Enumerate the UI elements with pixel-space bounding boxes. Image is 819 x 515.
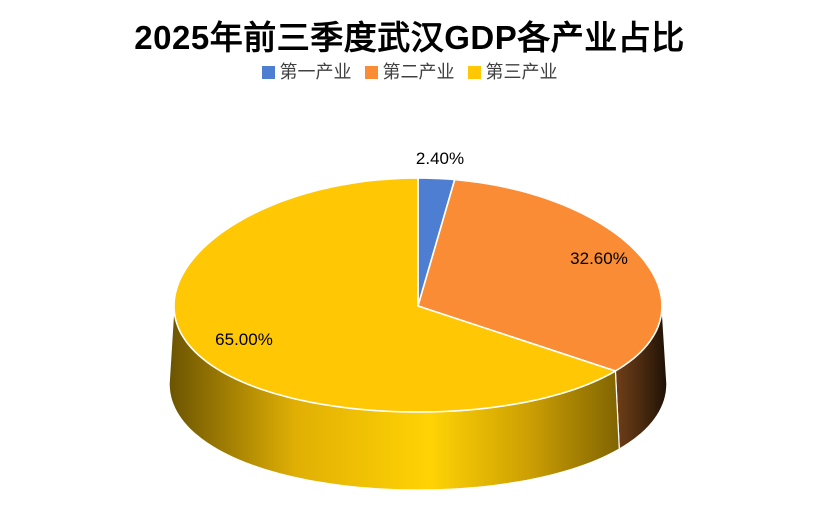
legend-item-tertiary-industry: 第三产业 bbox=[467, 62, 558, 82]
pie-slice-secondary-industry bbox=[417, 178, 663, 372]
legend-item-primary-industry: 第一产业 bbox=[261, 62, 352, 82]
data-label-secondary-industry: 32.60% bbox=[570, 249, 628, 268]
legend: 第一产业 第二产业 第三产业 bbox=[0, 63, 819, 81]
legend-label-tertiary-industry: 第三产业 bbox=[485, 62, 558, 82]
chart-title: 2025年前三季度武汉GDP各产业占比 bbox=[134, 19, 685, 56]
legend-swatch-tertiary-industry bbox=[467, 65, 481, 79]
legend-item-secondary-industry: 第二产业 bbox=[364, 62, 455, 82]
data-label-tertiary-industry: 65.00% bbox=[215, 330, 273, 349]
legend-swatch-secondary-industry bbox=[364, 65, 378, 79]
legend-label-primary-industry: 第一产业 bbox=[279, 62, 352, 82]
legend-swatch-primary-industry bbox=[261, 65, 275, 79]
data-label-primary-industry: 2.40% bbox=[415, 149, 465, 168]
legend-label-secondary-industry: 第二产业 bbox=[382, 62, 455, 82]
pie-slice-tertiary-industry bbox=[173, 177, 617, 413]
